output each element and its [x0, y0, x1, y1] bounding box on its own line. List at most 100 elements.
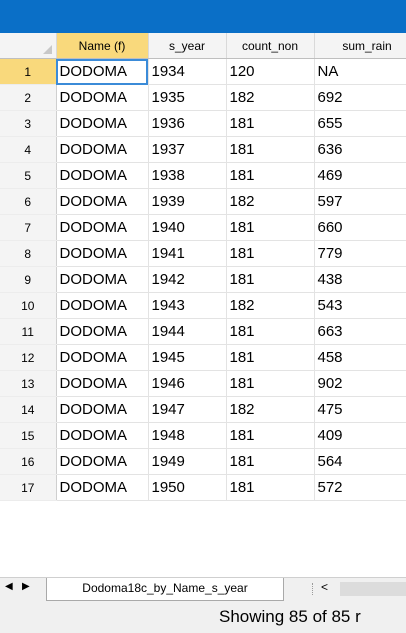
scrollbar-track[interactable]: [340, 582, 406, 596]
sheet-tab-dodoma18c[interactable]: Dodoma18c_by_Name_s_year: [46, 578, 284, 601]
table-row[interactable]: 17 DODOMA 1950 181 572: [0, 474, 406, 501]
cell-count-non[interactable]: 182: [226, 396, 315, 423]
table-row[interactable]: 16 DODOMA 1949 181 564: [0, 448, 406, 475]
cell-sum-rain[interactable]: 663: [314, 318, 406, 345]
cell-s-year[interactable]: 1946: [148, 370, 227, 397]
cell-name[interactable]: DODOMA: [56, 396, 149, 423]
cell-count-non[interactable]: 182: [226, 188, 315, 215]
row-number[interactable]: 11: [0, 318, 57, 345]
cell-sum-rain[interactable]: 655: [314, 110, 406, 137]
table-row[interactable]: 1 DODOMA 1934 120 NA: [0, 58, 406, 85]
cell-count-non[interactable]: 182: [226, 84, 315, 111]
cell-sum-rain[interactable]: NA: [314, 58, 406, 85]
triangle-left-icon[interactable]: ◀: [5, 581, 13, 592]
chevron-left-icon[interactable]: <: [321, 580, 329, 594]
cell-sum-rain[interactable]: 660: [314, 214, 406, 241]
row-number[interactable]: 15: [0, 422, 57, 449]
cell-count-non[interactable]: 181: [226, 162, 315, 189]
table-row[interactable]: 15 DODOMA 1948 181 409: [0, 422, 406, 449]
cell-name[interactable]: DODOMA: [56, 370, 149, 397]
cell-name[interactable]: DODOMA: [56, 58, 149, 85]
data-grid[interactable]: Name (f) s_year count_non sum_rain 1 DODO…: [0, 33, 406, 577]
cell-s-year[interactable]: 1947: [148, 396, 227, 423]
cell-name[interactable]: DODOMA: [56, 266, 149, 293]
column-header-name[interactable]: Name (f): [56, 33, 149, 59]
cell-s-year[interactable]: 1934: [148, 58, 227, 85]
select-all-corner[interactable]: [0, 33, 57, 59]
row-number[interactable]: 16: [0, 448, 57, 475]
cell-s-year[interactable]: 1939: [148, 188, 227, 215]
row-number[interactable]: 7: [0, 214, 57, 241]
cell-sum-rain[interactable]: 438: [314, 266, 406, 293]
cell-name[interactable]: DODOMA: [56, 292, 149, 319]
cell-sum-rain[interactable]: 458: [314, 344, 406, 371]
table-row[interactable]: 5 DODOMA 1938 181 469: [0, 162, 406, 189]
row-number[interactable]: 12: [0, 344, 57, 371]
cell-s-year[interactable]: 1950: [148, 474, 227, 501]
table-row[interactable]: 4 DODOMA 1937 181 636: [0, 136, 406, 163]
cell-name[interactable]: DODOMA: [56, 474, 149, 501]
table-row[interactable]: 10 DODOMA 1943 182 543: [0, 292, 406, 319]
row-number[interactable]: 2: [0, 84, 57, 111]
cell-count-non[interactable]: 120: [226, 58, 315, 85]
table-row[interactable]: 8 DODOMA 1941 181 779: [0, 240, 406, 267]
table-row[interactable]: 6 DODOMA 1939 182 597: [0, 188, 406, 215]
cell-sum-rain[interactable]: 543: [314, 292, 406, 319]
column-header-count-non[interactable]: count_non: [226, 33, 315, 59]
cell-s-year[interactable]: 1940: [148, 214, 227, 241]
cell-s-year[interactable]: 1943: [148, 292, 227, 319]
horizontal-scrollbar[interactable]: <: [294, 578, 406, 600]
cell-s-year[interactable]: 1941: [148, 240, 227, 267]
cell-count-non[interactable]: 181: [226, 474, 315, 501]
table-row[interactable]: 13 DODOMA 1946 181 902: [0, 370, 406, 397]
cell-count-non[interactable]: 181: [226, 448, 315, 475]
cell-count-non[interactable]: 181: [226, 240, 315, 267]
cell-s-year[interactable]: 1937: [148, 136, 227, 163]
scrollbar-splitter[interactable]: [312, 583, 315, 595]
table-row[interactable]: 2 DODOMA 1935 182 692: [0, 84, 406, 111]
column-header-sum-rain[interactable]: sum_rain: [314, 33, 406, 59]
cell-s-year[interactable]: 1936: [148, 110, 227, 137]
table-row[interactable]: 14 DODOMA 1947 182 475: [0, 396, 406, 423]
cell-name[interactable]: DODOMA: [56, 448, 149, 475]
cell-s-year[interactable]: 1948: [148, 422, 227, 449]
table-row[interactable]: 3 DODOMA 1936 181 655: [0, 110, 406, 137]
cell-count-non[interactable]: 181: [226, 370, 315, 397]
cell-count-non[interactable]: 181: [226, 422, 315, 449]
cell-count-non[interactable]: 181: [226, 214, 315, 241]
row-number[interactable]: 1: [0, 58, 57, 85]
column-header-s-year[interactable]: s_year: [148, 33, 227, 59]
cell-sum-rain[interactable]: 902: [314, 370, 406, 397]
row-number[interactable]: 4: [0, 136, 57, 163]
triangle-right-icon[interactable]: ▶: [22, 581, 30, 592]
cell-name[interactable]: DODOMA: [56, 422, 149, 449]
row-number[interactable]: 5: [0, 162, 57, 189]
table-row[interactable]: 11 DODOMA 1944 181 663: [0, 318, 406, 345]
cell-s-year[interactable]: 1938: [148, 162, 227, 189]
row-number[interactable]: 17: [0, 474, 57, 501]
cell-name[interactable]: DODOMA: [56, 84, 149, 111]
row-number[interactable]: 3: [0, 110, 57, 137]
row-number[interactable]: 13: [0, 370, 57, 397]
table-row[interactable]: 7 DODOMA 1940 181 660: [0, 214, 406, 241]
cell-sum-rain[interactable]: 597: [314, 188, 406, 215]
row-number[interactable]: 6: [0, 188, 57, 215]
cell-sum-rain[interactable]: 409: [314, 422, 406, 449]
cell-s-year[interactable]: 1942: [148, 266, 227, 293]
cell-name[interactable]: DODOMA: [56, 188, 149, 215]
cell-count-non[interactable]: 181: [226, 344, 315, 371]
cell-name[interactable]: DODOMA: [56, 162, 149, 189]
cell-count-non[interactable]: 181: [226, 136, 315, 163]
cell-sum-rain[interactable]: 636: [314, 136, 406, 163]
cell-sum-rain[interactable]: 572: [314, 474, 406, 501]
cell-count-non[interactable]: 182: [226, 292, 315, 319]
table-row[interactable]: 12 DODOMA 1945 181 458: [0, 344, 406, 371]
cell-count-non[interactable]: 181: [226, 266, 315, 293]
cell-s-year[interactable]: 1945: [148, 344, 227, 371]
cell-s-year[interactable]: 1935: [148, 84, 227, 111]
cell-count-non[interactable]: 181: [226, 318, 315, 345]
cell-s-year[interactable]: 1944: [148, 318, 227, 345]
cell-sum-rain[interactable]: 779: [314, 240, 406, 267]
row-number[interactable]: 8: [0, 240, 57, 267]
cell-sum-rain[interactable]: 692: [314, 84, 406, 111]
